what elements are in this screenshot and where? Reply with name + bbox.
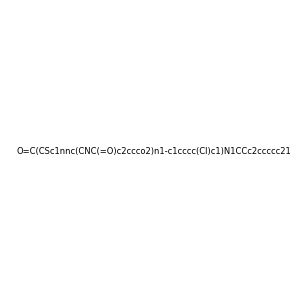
- Text: O=C(CSc1nnc(CNC(=O)c2ccco2)n1-c1cccc(Cl)c1)N1CCc2ccccc21: O=C(CSc1nnc(CNC(=O)c2ccco2)n1-c1cccc(Cl)…: [16, 147, 291, 156]
